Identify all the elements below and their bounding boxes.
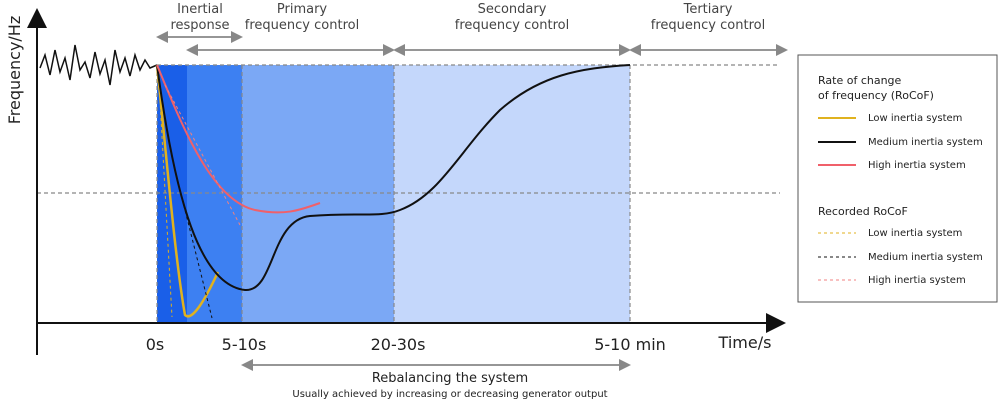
guides: [37, 64, 780, 323]
legend-title: Recorded RoCoF: [818, 205, 908, 218]
x-point: 5-10s: [222, 335, 267, 354]
bands: [157, 65, 630, 323]
phase-label: frequency control: [245, 18, 359, 33]
phase-label: response: [170, 18, 229, 33]
legend-title: Rate of change: [818, 74, 902, 87]
phase-label: Tertiary: [683, 2, 733, 17]
legend-item: Medium inertia system: [868, 252, 983, 263]
legend-title: of frequency (RoCoF): [818, 89, 934, 102]
x-point: 5-10 min: [594, 335, 666, 354]
legend-item: High inertia system: [868, 275, 966, 286]
curves: [39, 44, 631, 319]
phase-label: Inertial: [177, 2, 223, 17]
y-label: Frequency/Hz: [5, 16, 24, 124]
bottom-subtitle: Usually achieved by increasing or decrea…: [292, 389, 607, 400]
legend: Rate of change of frequency (RoCoF) Low …: [797, 54, 998, 303]
phase-label: Secondary: [478, 2, 547, 17]
legend-item: Low inertia system: [868, 113, 962, 124]
phase-label: frequency control: [455, 18, 569, 33]
phase-label: frequency control: [651, 18, 765, 33]
phase-label: Primary: [277, 2, 328, 17]
legend-item: High inertia system: [868, 160, 966, 171]
legend-item: Low inertia system: [868, 228, 962, 239]
bottom-title: Rebalancing the system: [372, 371, 528, 386]
x-point: 20-30s: [371, 335, 426, 354]
x-label: Time/s: [718, 333, 772, 352]
legend-item: Medium inertia system: [868, 137, 983, 148]
phase-arrows: [156, 31, 788, 371]
x-point: 0s: [146, 335, 165, 354]
